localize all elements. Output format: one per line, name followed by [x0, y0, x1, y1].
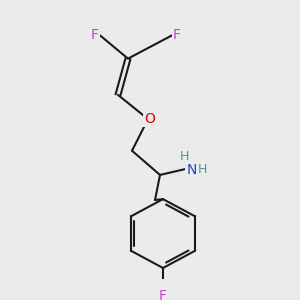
Text: O: O [145, 112, 155, 126]
Text: H: H [179, 150, 189, 163]
Text: F: F [173, 28, 181, 42]
Text: F: F [159, 289, 167, 300]
Text: F: F [91, 28, 99, 42]
Text: N: N [187, 163, 197, 177]
Text: H: H [197, 163, 207, 176]
